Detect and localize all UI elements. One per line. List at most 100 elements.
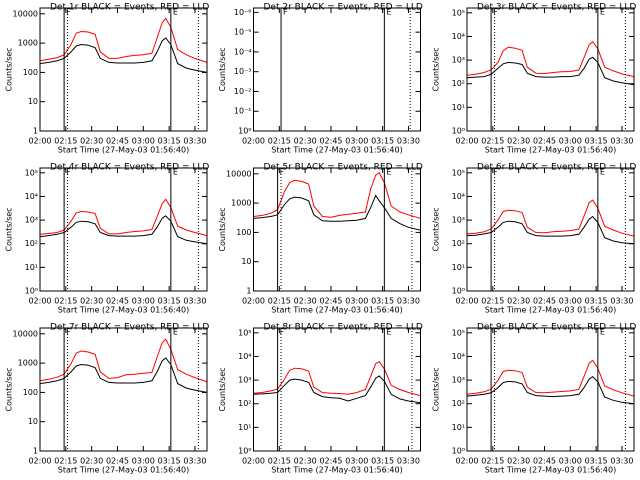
series-line [467,40,634,78]
x-tick-label: 02:45 [106,457,129,466]
series-line [40,357,207,393]
x-tick-label: 03:15 [158,457,181,466]
chart-title: Det 4r BLACK = Events, RED = LLD [50,163,209,173]
x-tick-label: 02:30 [80,457,103,466]
y-tick-label: 10⁻¹ [234,107,252,116]
series-line [467,359,634,397]
y-tick-label: 1000 [18,359,38,368]
y-tick-label: 1 [33,127,38,136]
y-tick-label: 10⁻⁴ [234,47,252,56]
y-tick-label: 100 [23,68,38,77]
x-tick-label: 02:15 [481,457,504,466]
panel: F E 02:00 02:15 02:30 02:45 03:00 03:15 03:30 1 10… [218,163,423,315]
y-tick-label: 10⁵ [452,168,465,177]
chart-title: Det 6r BLACK = Events, RED = LLD [477,163,636,173]
x-axis-label: Start Time (27-May-03 01:56:40) [485,306,616,315]
y-tick-label: 10⁻⁶ [234,8,252,17]
series-line [467,199,634,237]
panel: F E 02:00 02:15 02:30 02:45 03:00 03:15 03:30 10⁰… [218,323,423,475]
y-axis-label: Counts/sec [432,367,441,411]
y-tick-label: 1000 [231,199,251,208]
y-axis-label: Counts/sec [5,367,14,411]
panel: F E 02:00 02:15 02:30 02:45 03:00 03:15 03:30 10⁰… [432,163,637,315]
y-tick-label: 10000 [13,9,38,18]
series-line [253,361,421,397]
y-tick-label: 10³ [452,56,465,65]
x-tick-label: 03:30 [610,137,633,146]
x-tick-label: 02:15 [54,297,77,306]
x-axis-label: Start Time (27-May-03 01:56:40) [271,306,402,315]
y-tick-label: 10⁰ [452,127,465,136]
chart-title: Det 1r BLACK = Events, RED = LLD [50,3,209,13]
y-tick-label: 10 [28,97,38,106]
x-tick-label: 02:30 [80,137,103,146]
x-tick-label: 02:00 [242,457,265,466]
chart-title: Det 8r BLACK = Events, RED = LLD [264,323,423,333]
y-tick-label: 10⁰ [25,287,38,296]
y-tick-label: 10¹ [238,423,251,432]
y-tick-label: 10³ [452,216,465,225]
x-tick-label: 02:45 [319,137,342,146]
plot-frame [39,7,208,132]
x-tick-label: 02:00 [242,297,265,306]
series-line [40,198,207,237]
x-tick-label: 02:45 [319,457,342,466]
marker-label: E [600,168,605,177]
x-tick-label: 02:45 [106,297,129,306]
panel: F E 02:00 02:15 02:30 02:45 03:00 03:15 03:30 1 10… [5,323,210,475]
x-axis-label: Start Time (27-May-03 01:56:40) [485,146,616,155]
y-tick-label: 10⁰ [452,287,465,296]
x-tick-label: 03:15 [371,137,394,146]
marker-label: F [493,328,498,337]
panel: F E 02:00 02:15 02:30 02:45 03:00 03:15 03:30 10⁰… [5,163,210,315]
y-tick-label: 100 [236,228,251,237]
x-tick-label: 02:15 [54,457,77,466]
x-tick-label: 02:15 [54,137,77,146]
x-tick-label: 02:00 [242,137,265,146]
marker-label: E [386,168,391,177]
y-tick-label: 10² [238,399,251,408]
series-line [40,338,207,383]
marker-label: F [493,168,498,177]
series-line [40,215,207,245]
y-tick-label: 10 [241,257,251,266]
series-line [467,375,634,405]
y-tick-label: 10¹ [452,103,465,112]
y-tick-label: 10⁵ [238,328,251,337]
x-tick-label: 03:00 [132,457,155,466]
x-tick-label: 03:30 [610,457,633,466]
panel: F E 02:00 02:15 02:30 02:45 03:00 03:15 03:30 10⁰… [218,3,423,155]
plot-frame [39,167,208,292]
x-tick-label: 03:30 [183,457,206,466]
y-axis-label: Counts/sec [5,207,14,251]
marker-label: E [600,328,605,337]
series-line [253,171,421,219]
x-tick-label: 03:30 [183,137,206,146]
x-tick-label: 03:30 [397,457,420,466]
x-tick-label: 02:30 [294,457,317,466]
plot-frame [466,7,635,132]
x-tick-label: 03:15 [585,297,608,306]
marker-label: F [283,8,288,17]
x-tick-label: 03:30 [183,297,206,306]
y-tick-label: 10⁵ [25,168,38,177]
series-line [253,375,421,404]
plot-frame [253,167,421,292]
x-tick-label: 02:00 [28,137,51,146]
x-tick-label: 02:15 [268,137,291,146]
y-tick-label: 1 [246,287,251,296]
chart-title: Det 2r BLACK = Events, RED = LLD [264,3,423,13]
series-line [467,56,634,86]
y-tick-label: 10⁴ [452,32,465,41]
y-axis-label: Counts/sec [432,47,441,91]
x-tick-label: 03:00 [559,297,582,306]
x-tick-label: 02:15 [481,297,504,306]
marker-label: E [173,328,178,337]
x-tick-label: 03:00 [559,137,582,146]
x-tick-label: 03:15 [371,297,394,306]
panel: F E 02:00 02:15 02:30 02:45 03:00 03:15 03:30 1 10… [5,3,210,155]
marker-label: F [66,328,71,337]
y-tick-label: 10¹ [452,263,465,272]
